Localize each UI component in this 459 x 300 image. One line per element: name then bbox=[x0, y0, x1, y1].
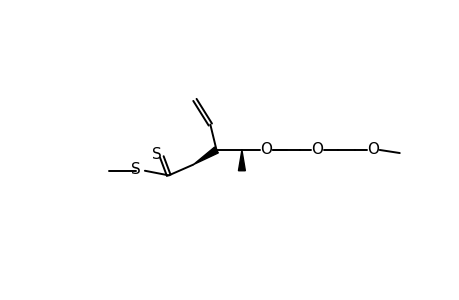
Text: S: S bbox=[130, 163, 140, 178]
Polygon shape bbox=[238, 150, 245, 171]
Text: S: S bbox=[152, 147, 162, 162]
Text: O: O bbox=[311, 142, 323, 157]
Text: O: O bbox=[366, 142, 378, 157]
Polygon shape bbox=[193, 147, 218, 165]
Text: O: O bbox=[260, 142, 272, 157]
